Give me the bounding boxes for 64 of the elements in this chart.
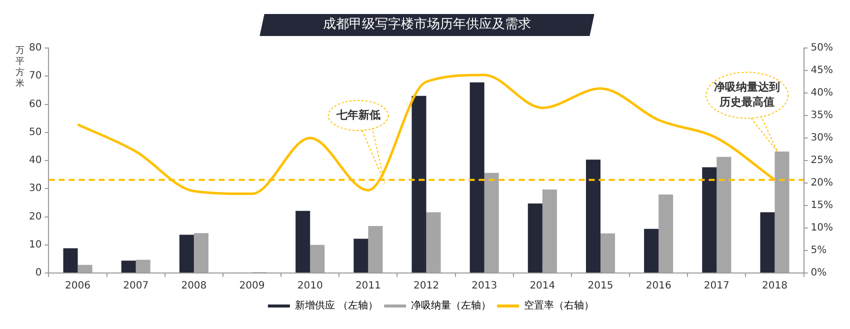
y-tick-label: 80 — [28, 42, 42, 54]
bar — [774, 152, 790, 272]
chart-title: 成都甲级写字楼市场历年供应及需求 — [262, 14, 592, 36]
bar — [121, 260, 136, 272]
y2-tick-label: 50% — [810, 42, 834, 54]
y2-tick-label: 10% — [810, 222, 834, 234]
legend-label: 新增供应 （左轴） — [294, 300, 378, 312]
y2-tick-label: 30% — [810, 132, 834, 144]
annotation: 净吸纳量达到历史最高值 — [714, 80, 780, 109]
x-tick-label: 2009 — [239, 280, 265, 292]
bar — [528, 204, 542, 272]
bar — [586, 160, 600, 272]
bar — [179, 234, 194, 272]
y-tick-label: 50 — [28, 126, 42, 138]
bar — [63, 248, 78, 272]
y2-tick-label: 0% — [810, 268, 827, 279]
x-tick-label: 2013 — [472, 280, 498, 292]
bar — [136, 260, 150, 272]
y-tick-label: 0 — [35, 268, 42, 279]
bar — [600, 233, 616, 272]
bar — [310, 244, 325, 272]
y2-tick-label: 5% — [810, 245, 827, 256]
y-tick-label: 60 — [28, 98, 42, 110]
bar — [716, 156, 732, 272]
bar — [542, 189, 557, 272]
bar — [470, 82, 484, 272]
y2-tick-label: 40% — [810, 88, 834, 99]
bar — [78, 264, 92, 272]
y2-tick-label: 45% — [810, 65, 834, 76]
legend-label: 净吸纳量（左轴） — [411, 300, 492, 312]
bar — [702, 167, 717, 272]
bar — [296, 210, 310, 272]
x-tick-label: 2007 — [123, 280, 149, 292]
x-tick-label: 2012 — [414, 280, 439, 292]
bar — [194, 233, 208, 272]
y-tick-label: 40 — [28, 155, 42, 166]
y2-tick-label: 15% — [810, 200, 834, 212]
x-tick-label: 2008 — [181, 280, 207, 292]
bar — [484, 172, 499, 272]
bar — [354, 238, 368, 272]
bar — [412, 96, 426, 272]
x-tick-label: 2010 — [297, 280, 323, 292]
y2-tick-label: 35% — [810, 110, 834, 122]
x-tick-label: 2011 — [355, 280, 381, 292]
bar — [658, 194, 674, 272]
bar — [368, 226, 383, 272]
annotation: 七年新低 — [335, 108, 380, 122]
legend-label: 空置率（右轴） — [524, 300, 594, 312]
x-tick-label: 2016 — [646, 280, 672, 292]
y-tick-label: 10 — [28, 239, 42, 250]
x-tick-label: 2015 — [588, 280, 614, 292]
y-tick-label: 30 — [28, 183, 42, 194]
x-tick-label: 2017 — [704, 280, 730, 292]
bar — [426, 212, 441, 272]
bar — [760, 212, 775, 272]
y-axis-title: 万平方米 — [16, 46, 24, 89]
y-tick-label: 70 — [28, 70, 42, 82]
y2-tick-label: 20% — [810, 178, 834, 189]
y2-tick-label: 25% — [810, 155, 834, 166]
x-tick-label: 2006 — [65, 280, 90, 292]
x-tick-label: 2018 — [762, 280, 788, 292]
y-tick-label: 20 — [28, 211, 42, 222]
bar — [644, 228, 659, 272]
x-tick-label: 2014 — [530, 280, 556, 292]
